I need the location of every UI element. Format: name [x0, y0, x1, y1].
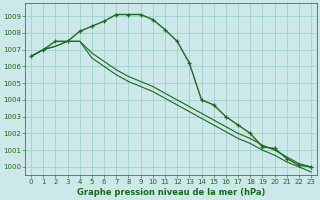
X-axis label: Graphe pression niveau de la mer (hPa): Graphe pression niveau de la mer (hPa)	[77, 188, 265, 197]
